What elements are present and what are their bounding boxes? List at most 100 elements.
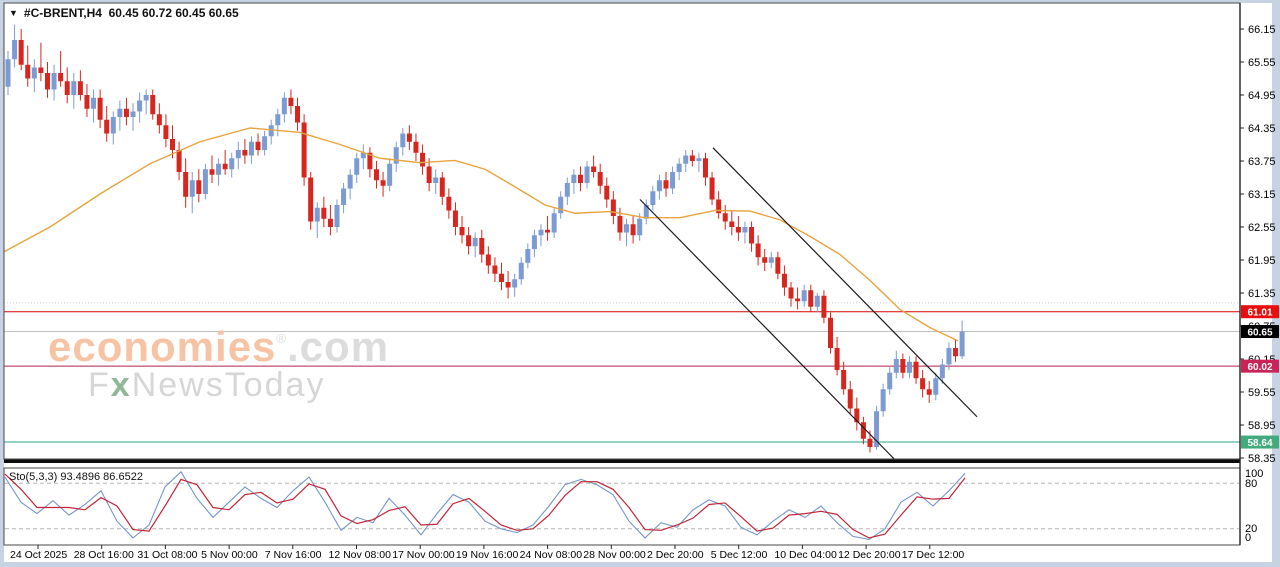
- candle: [538, 229, 544, 236]
- candle: [518, 262, 524, 280]
- candle: [71, 81, 77, 95]
- candle: [492, 265, 498, 274]
- chart-expander-icon[interactable]: ▼: [9, 8, 18, 18]
- candle: [729, 221, 735, 227]
- candle: [406, 133, 412, 142]
- candle: [933, 378, 939, 395]
- price-badge-label: 60.65: [1247, 328, 1272, 339]
- candle: [847, 389, 853, 409]
- price-tick-label: 59.55: [1248, 387, 1276, 399]
- candle: [821, 295, 827, 318]
- watermark-brand-suffix: .com: [287, 323, 390, 370]
- candle: [558, 196, 564, 214]
- candle: [663, 180, 669, 189]
- candle: [716, 199, 722, 214]
- candle: [505, 282, 511, 288]
- candle: [656, 180, 662, 192]
- candle: [939, 364, 945, 379]
- candle: [202, 169, 208, 194]
- candle: [926, 389, 932, 395]
- time-tick-label: 31 Oct 08:00: [137, 549, 197, 561]
- candle: [485, 254, 491, 266]
- candle: [18, 40, 24, 65]
- candle: [795, 298, 801, 302]
- candle: [874, 411, 880, 447]
- time-tick-label: 17 Nov 00:00: [392, 549, 455, 561]
- candle: [900, 359, 906, 373]
- candle: [452, 210, 458, 227]
- candle: [834, 348, 840, 370]
- candle: [143, 95, 149, 101]
- candle: [709, 177, 715, 200]
- time-tick-label: 12 Nov 08:00: [329, 549, 392, 561]
- candle: [38, 67, 44, 73]
- candle: [58, 73, 64, 82]
- time-tick-label: 5 Dec 12:00: [711, 549, 768, 561]
- candle: [262, 136, 268, 150]
- candle: [946, 348, 952, 365]
- trendline[interactable]: [639, 199, 898, 463]
- candle: [702, 158, 708, 178]
- candle: [630, 224, 636, 236]
- candle: [604, 185, 610, 200]
- price-tick-label: 61.35: [1248, 288, 1276, 300]
- candle: [466, 235, 472, 247]
- price-tick-label: 63.15: [1248, 189, 1276, 201]
- candle: [781, 273, 787, 288]
- candle: [163, 125, 169, 139]
- candle: [400, 133, 406, 148]
- candle: [433, 177, 439, 183]
- watermark-tagline-rest: NewsToday: [131, 366, 326, 404]
- price-tick-label: 64.35: [1248, 123, 1276, 135]
- candle: [183, 172, 189, 197]
- candle: [367, 152, 373, 170]
- price-badge-label: 58.64: [1247, 438, 1272, 449]
- candle: [327, 218, 333, 227]
- candle: [387, 163, 393, 186]
- candle: [479, 238, 485, 255]
- candle: [597, 172, 603, 186]
- candle: [814, 295, 820, 307]
- time-tick-label: 19 Nov 16:00: [456, 549, 519, 561]
- candle: [314, 207, 320, 222]
- candle: [84, 95, 90, 109]
- candle: [235, 150, 241, 159]
- trendline[interactable]: [712, 147, 978, 418]
- price-tick-label: 61.95: [1248, 255, 1276, 267]
- candle: [571, 174, 577, 183]
- stochastic-indicator-label: Sto(5,3,3) 93.4896 86.6522: [9, 471, 143, 483]
- candle: [953, 348, 959, 357]
- candle: [341, 188, 347, 205]
- candle: [722, 213, 728, 222]
- candle: [229, 158, 235, 170]
- candle: [841, 370, 847, 390]
- panel-separator: [4, 459, 1240, 463]
- candle: [31, 67, 37, 79]
- candle: [545, 229, 551, 233]
- watermark-brand: economies®.com: [48, 323, 389, 371]
- candle: [156, 114, 162, 126]
- symbol-period-label: #C-BRENT,H4: [23, 6, 102, 20]
- candle: [808, 290, 814, 307]
- candle: [624, 224, 630, 233]
- price-badge: [1241, 359, 1279, 373]
- candle: [860, 422, 866, 439]
- candle: [749, 227, 755, 244]
- candle: [531, 235, 537, 249]
- axis-background: [1240, 3, 1272, 545]
- candle: [25, 64, 31, 79]
- candle: [459, 227, 465, 236]
- price-tick-label: 62.55: [1248, 222, 1276, 234]
- candle: [525, 249, 531, 263]
- registered-mark-icon: ®: [276, 331, 288, 346]
- candle: [867, 438, 873, 447]
- candle: [788, 287, 794, 299]
- price-tick-label: 63.75: [1248, 156, 1276, 168]
- price-tick-label: 64.95: [1248, 90, 1276, 102]
- price-tick-label: 65.55: [1248, 57, 1276, 69]
- candle: [564, 183, 570, 197]
- candle: [426, 166, 432, 183]
- candle: [301, 122, 307, 178]
- plot-background[interactable]: [4, 3, 1240, 545]
